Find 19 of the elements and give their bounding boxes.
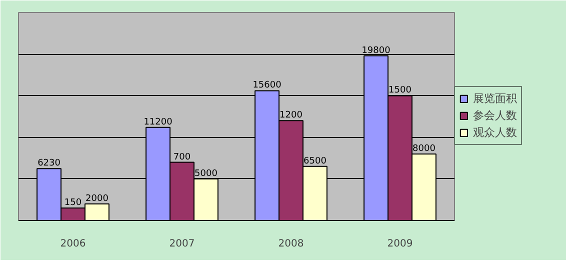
x-tick-label: 2006 [60, 238, 86, 250]
data-label: 6230 [38, 158, 61, 169]
data-label: 2000 [86, 194, 109, 204]
data-label: 6500 [304, 156, 327, 166]
data-label: 700 [173, 152, 191, 162]
x-tick-label: 2009 [387, 238, 413, 250]
data-label: 1200 [280, 110, 303, 121]
legend-label: 观众人数 [473, 125, 517, 140]
data-label: 11200 [144, 117, 173, 128]
data-label: 150 [64, 198, 82, 208]
data-label: 15600 [252, 80, 282, 91]
data-label: 1500 [388, 86, 412, 96]
data-label: 8000 [412, 144, 436, 154]
data-label: 19800 [362, 46, 391, 56]
data-label: 5000 [194, 168, 218, 179]
x-tick-label: 2008 [278, 238, 304, 250]
legend-label: 展览面积 [473, 91, 517, 106]
x-tick-label: 2007 [169, 238, 195, 250]
legend-label: 参会人数 [473, 108, 517, 123]
